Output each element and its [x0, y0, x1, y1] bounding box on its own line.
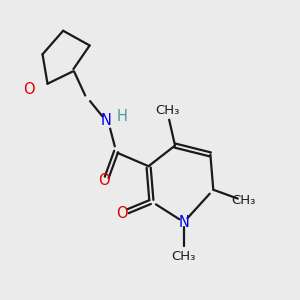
Text: O: O: [116, 206, 128, 221]
Text: CH₃: CH₃: [231, 194, 256, 207]
Text: N: N: [178, 214, 189, 230]
Text: N: N: [100, 113, 111, 128]
Text: H: H: [117, 109, 128, 124]
Text: O: O: [23, 82, 35, 97]
Text: CH₃: CH₃: [155, 104, 180, 117]
Text: CH₃: CH₃: [172, 250, 196, 263]
Text: O: O: [98, 173, 110, 188]
